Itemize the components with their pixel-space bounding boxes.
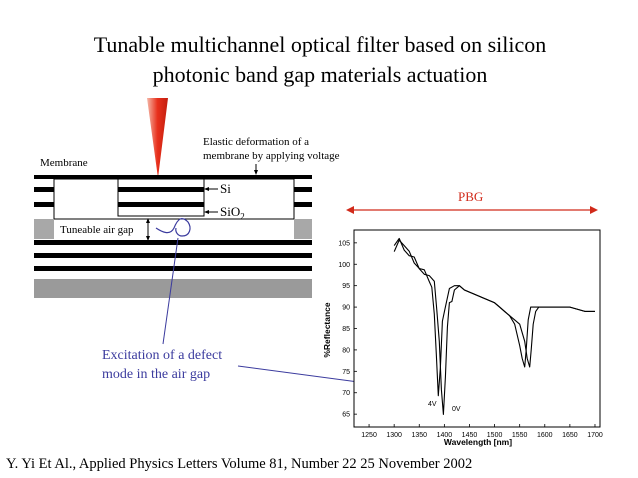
y-tick-label: 70	[342, 390, 350, 397]
probe-tip	[147, 98, 168, 178]
top-membrane-plate	[34, 175, 312, 179]
x-tick-label: 1450	[462, 432, 478, 439]
x-tick-label: 1650	[562, 432, 578, 439]
annotation-0v: 0V	[452, 406, 461, 413]
plot-frame	[353, 229, 601, 428]
y-tick-label: 65	[342, 412, 350, 419]
sio2-pointer-head	[204, 210, 209, 214]
sio2-text: SiO	[220, 204, 241, 219]
y-tick-label: 105	[338, 240, 350, 247]
elastic-pointer-head	[254, 170, 258, 175]
y-tick-label: 80	[342, 347, 350, 354]
annotation-4v: 4V	[428, 401, 437, 408]
y-tick-label: 100	[338, 262, 350, 269]
x-tick-label: 1300	[386, 432, 402, 439]
right-support-layer	[294, 187, 312, 192]
air-gap-arrow-head	[146, 218, 150, 223]
device-schematic	[34, 164, 598, 395]
left-support-layer	[34, 187, 54, 192]
reflectance-series-line	[393, 237, 595, 415]
x-tick-label: 1600	[537, 432, 553, 439]
y-tick-label: 75	[342, 369, 350, 376]
defect-mode-wave	[155, 218, 191, 237]
reflectance-chart: 1250 1300 1350 1400 1450 1500 1550 1600 1650 1700…	[322, 229, 603, 447]
x-tick-label: 1350	[411, 432, 427, 439]
elastic-line-2: membrane by applying voltage	[203, 150, 340, 162]
air-gap-arrow-head	[146, 236, 150, 241]
elastic-line-1: Elastic deformation of a	[203, 136, 309, 148]
sio2-label: SiO2	[220, 204, 245, 222]
x-tick-label: 1250	[361, 432, 377, 439]
y-axis-label: %Reflectance	[322, 302, 332, 358]
x-tick-label: 1700	[587, 432, 603, 439]
si-layer	[118, 202, 204, 207]
substrate	[34, 279, 312, 298]
title-line-2: photonic band gap materials actuation	[152, 62, 488, 87]
title-line-1: Tunable multichannel optical filter base…	[93, 32, 547, 57]
membrane-label: Membrane	[40, 157, 88, 169]
defect-line-2: mode in the air gap	[102, 367, 211, 382]
si-label: Si	[220, 181, 231, 196]
pbg-arrow-head-left	[346, 206, 354, 214]
si-layer	[118, 187, 204, 192]
citation: Y. Yi Et Al., Applied Physics Letters Vo…	[6, 456, 473, 472]
x-axis-label: Wavelength [nm]	[444, 437, 512, 447]
x-tick-label: 1550	[512, 432, 528, 439]
y-tick-label: 95	[342, 283, 350, 290]
bottom-mirror-layer	[34, 240, 312, 245]
defect-line-1: Excitation of a defect	[102, 348, 223, 363]
right-spacer	[294, 219, 312, 239]
sio2-subscript: 2	[240, 211, 245, 222]
y-tick-label: 85	[342, 326, 350, 333]
si-pointer-head	[204, 187, 209, 191]
defect-pointer-line	[162, 237, 179, 345]
left-support-layer	[34, 202, 54, 207]
right-support-layer	[294, 202, 312, 207]
defect-annotation: Excitation of a defect mode in the air g…	[102, 346, 222, 384]
air-gap-label: Tuneable air gap	[60, 224, 134, 236]
membrane-mirror	[117, 178, 205, 217]
elastic-label: Elastic deformation of a membrane by app…	[203, 135, 340, 163]
x-tick-label: 1400	[437, 432, 453, 439]
x-tick-label: 1500	[487, 432, 503, 439]
y-tick-label: 90	[342, 305, 350, 312]
left-spacer	[34, 219, 54, 239]
slide-title: Tunable multichannel optical filter base…	[30, 30, 610, 90]
pbg-arrow-head-right	[590, 206, 598, 214]
bottom-mirror-layer	[34, 266, 312, 271]
bottom-mirror-layer	[34, 253, 312, 258]
pbg-label: PBG	[458, 189, 484, 204]
